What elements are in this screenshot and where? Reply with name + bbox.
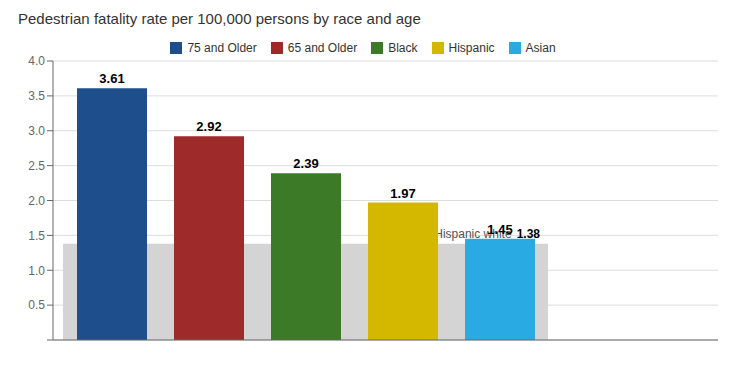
svg-text:3.61: 3.61 <box>99 71 124 86</box>
svg-text:2.5: 2.5 <box>28 159 45 173</box>
svg-text:0.5: 0.5 <box>28 298 45 312</box>
svg-text:2.0: 2.0 <box>28 194 45 208</box>
svg-text:3.0: 3.0 <box>28 124 45 138</box>
svg-text:1.5: 1.5 <box>28 229 45 243</box>
svg-text:2.92: 2.92 <box>196 119 221 134</box>
svg-text:1.0: 1.0 <box>28 264 45 278</box>
svg-text:2.39: 2.39 <box>293 156 318 171</box>
svg-text:1.45: 1.45 <box>487 222 512 237</box>
svg-text:4.0: 4.0 <box>28 54 45 68</box>
svg-text:1.97: 1.97 <box>390 186 415 201</box>
svg-text:3.5: 3.5 <box>28 89 45 103</box>
